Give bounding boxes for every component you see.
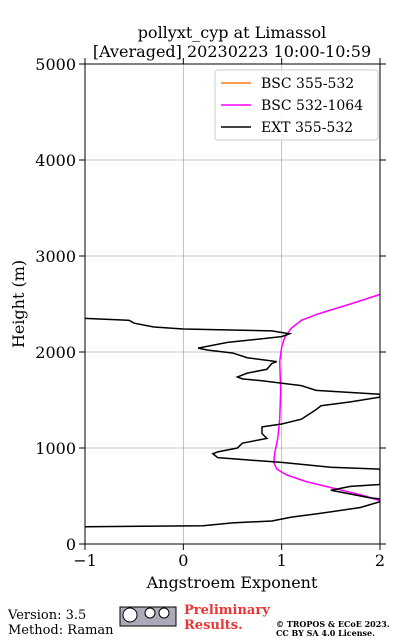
y-axis-label: Height (m) xyxy=(9,260,28,348)
footer-copyright: © TROPOS & ECoE 2023. xyxy=(276,619,390,629)
x-tick-label: −1 xyxy=(73,551,97,570)
plot-frame xyxy=(84,63,381,545)
x-tick-label: 0 xyxy=(178,551,188,570)
legend-label: BSC 532-1064 xyxy=(261,98,363,114)
series-line xyxy=(273,293,380,502)
footer-method: Method: Raman xyxy=(8,623,114,638)
series-line xyxy=(85,317,380,528)
y-tick-label: 2000 xyxy=(35,343,76,362)
y-tick-label: 4000 xyxy=(35,151,76,170)
plot-lines xyxy=(85,293,380,528)
license-icon xyxy=(119,606,177,627)
y-tick-label: 3000 xyxy=(35,247,76,266)
y-tick-label: 0 xyxy=(66,535,76,554)
legend-label: EXT 355-532 xyxy=(261,120,353,136)
chart-subtitle: [Averaged] 20230223 10:00-10:59 xyxy=(93,42,371,61)
footer-notice: Preliminary Results. xyxy=(184,603,270,633)
footer-license: CC BY SA 4.0 License. xyxy=(276,628,375,638)
legend-label: BSC 355-532 xyxy=(261,76,354,92)
x-tick-label: 1 xyxy=(277,551,287,570)
y-tick-label: 1000 xyxy=(35,439,76,458)
footer-version: Version: 3.5 xyxy=(7,608,86,623)
y-tick-label: 5000 xyxy=(35,55,76,74)
chart-title: pollyxt_cyp at Limassol xyxy=(138,23,327,42)
x-axis-label: Angstroem Exponent xyxy=(146,573,318,592)
x-tick-label: 2 xyxy=(375,551,385,570)
legend-box xyxy=(214,69,379,141)
